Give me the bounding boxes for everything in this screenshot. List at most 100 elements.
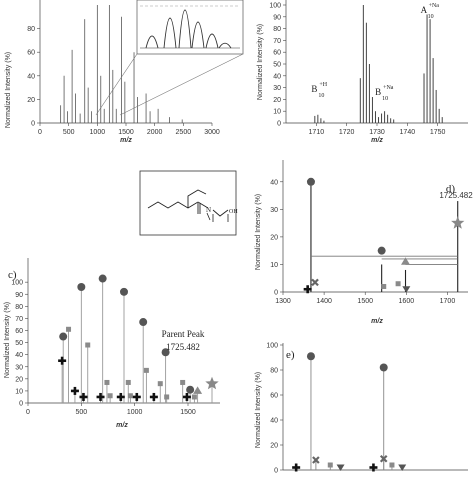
panel-d-axis-ticks: 1300 1400 1500 1600 1700 0 10 20 30 40	[270, 179, 455, 305]
y-tick-label: 10	[15, 388, 23, 395]
circle-marker	[377, 246, 386, 255]
triangle-down-marker	[398, 464, 407, 471]
y-tick-label: 80	[15, 304, 23, 311]
panel-c-ylabel: Normalized Intensity (%)	[4, 302, 11, 378]
panel-b-axis-ticks: 1710 1720 1730 1740 1750 0 10 20 30 40 50 60 70 80 90 1…	[269, 3, 445, 137]
y-tick-label: 10	[270, 262, 278, 269]
panel-c: c) Normalized Intensity (%) m/z 0 500 1000…	[4, 258, 220, 429]
circle-marker	[306, 177, 315, 186]
parent-peak-value: 1725.482	[166, 342, 200, 352]
y-tick-label: 50	[273, 62, 281, 69]
x-tick-label: 3000	[204, 129, 220, 136]
square-marker	[143, 367, 149, 373]
square-marker	[125, 379, 131, 385]
panel-b-ylabel: Normalized Intensity (%)	[257, 24, 264, 100]
svg-text:N: N	[206, 206, 211, 214]
x-tick-label: 2500	[176, 129, 192, 136]
x-tick-label: 1500	[357, 298, 373, 305]
y-tick-label: 80	[27, 26, 35, 33]
y-tick-label: 60	[27, 50, 35, 57]
y-tick-label: 80	[273, 26, 281, 33]
cross-marker	[116, 395, 125, 399]
circle-marker	[379, 363, 388, 372]
x-tick-label: 1730	[369, 129, 385, 136]
triangle-down-marker	[336, 464, 345, 471]
square-marker	[327, 462, 333, 468]
x-tick-label: 1720	[339, 129, 355, 136]
y-tick-label: 80	[270, 368, 278, 375]
panel-b: Normalized Intensity (%) m/z 1710 1720 173…	[257, 0, 468, 144]
y-tick-label: 50	[15, 340, 23, 347]
x-tick-label: 500	[75, 409, 87, 416]
square-marker	[389, 462, 395, 468]
y-tick-label: 60	[273, 50, 281, 57]
x-marker	[311, 278, 319, 287]
x-tick-label: 1000	[90, 129, 106, 136]
square-marker	[381, 283, 387, 289]
panel-d-peaks	[310, 181, 459, 292]
panel-e-markers	[292, 352, 407, 472]
square-marker	[191, 394, 197, 400]
y-tick-label: 0	[19, 401, 23, 408]
x-marker	[312, 456, 320, 464]
circle-marker	[120, 287, 128, 296]
y-tick-label: 20	[270, 234, 278, 241]
molecule-structure: N OH	[139, 170, 238, 236]
peak-annotation: A	[421, 5, 428, 15]
y-tick-label: 100	[266, 343, 278, 350]
circle-marker	[186, 385, 195, 394]
peak-annotation: B	[375, 87, 381, 97]
y-tick-label: 40	[273, 73, 281, 80]
circle-marker	[59, 332, 68, 341]
y-tick-label: 30	[15, 364, 23, 371]
svg-text:OH: OH	[229, 209, 238, 215]
panel-b-peaks	[314, 5, 443, 123]
x-tick-label: 1600	[399, 298, 415, 305]
panel-a: Normalized Intensity (%) m/z 0 500 1000 150…	[5, 0, 244, 144]
x-marker	[379, 454, 388, 463]
x-tick-label: 1400	[316, 298, 332, 305]
panel-b-xlabel: m/z	[371, 137, 383, 144]
x-tick-label: 2000	[147, 129, 163, 136]
inset-peak	[163, 17, 177, 49]
panel-a-inset	[136, 0, 244, 55]
y-tick-label: 40	[270, 418, 278, 425]
x-tick-label: 1500	[180, 409, 196, 416]
circle-marker	[306, 352, 315, 361]
x-tick-label: 1740	[400, 129, 416, 136]
cross-marker	[70, 389, 79, 393]
cross-marker	[149, 395, 158, 399]
cross-marker	[58, 359, 67, 363]
x-tick-label: 1710	[309, 129, 325, 136]
y-tick-label: 0	[274, 468, 278, 475]
inset-peak	[218, 42, 232, 49]
panel-c-xlabel: m/z	[116, 422, 128, 429]
panel-c-markers	[58, 274, 219, 401]
panel-a-inset-trace	[140, 9, 240, 49]
cross-marker	[96, 395, 105, 399]
panel-d: d) Normalized Intensity (%) m/z 1300 1400…	[255, 160, 473, 325]
y-tick-label: 30	[273, 85, 281, 92]
square-marker	[85, 342, 91, 348]
panel-e-axis-ticks: 0 20 40 60 80 100	[266, 343, 283, 475]
x-tick-label: 1000	[127, 409, 143, 416]
panel-d-label: d)	[446, 183, 456, 195]
y-tick-label: 90	[273, 14, 281, 21]
panel-a-xlabel: m/z	[120, 137, 132, 144]
x-tick-label: 1300	[275, 298, 291, 305]
square-marker	[164, 394, 170, 400]
panel-c-label: c)	[8, 269, 17, 281]
y-tick-label: 20	[27, 97, 35, 104]
star-marker	[205, 376, 219, 390]
peak-annotation: B	[311, 84, 317, 94]
panel-d-peak-label: 1725.482	[439, 191, 473, 200]
y-tick-label: 60	[270, 393, 278, 400]
parent-peak-label: Parent Peak	[162, 329, 205, 339]
cross-marker	[303, 287, 312, 291]
x-tick-label: 1750	[430, 129, 446, 136]
y-tick-label: 0	[31, 121, 35, 128]
y-tick-label: 70	[273, 38, 281, 45]
cross-marker	[79, 395, 88, 399]
